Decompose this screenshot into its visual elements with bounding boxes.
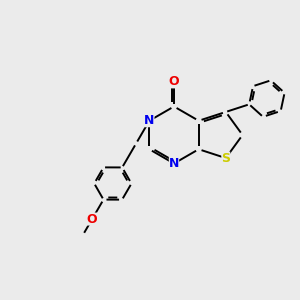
Text: O: O xyxy=(169,75,179,88)
Text: N: N xyxy=(169,157,179,170)
Text: S: S xyxy=(221,152,230,165)
Text: N: N xyxy=(144,114,154,127)
Text: O: O xyxy=(87,212,98,226)
